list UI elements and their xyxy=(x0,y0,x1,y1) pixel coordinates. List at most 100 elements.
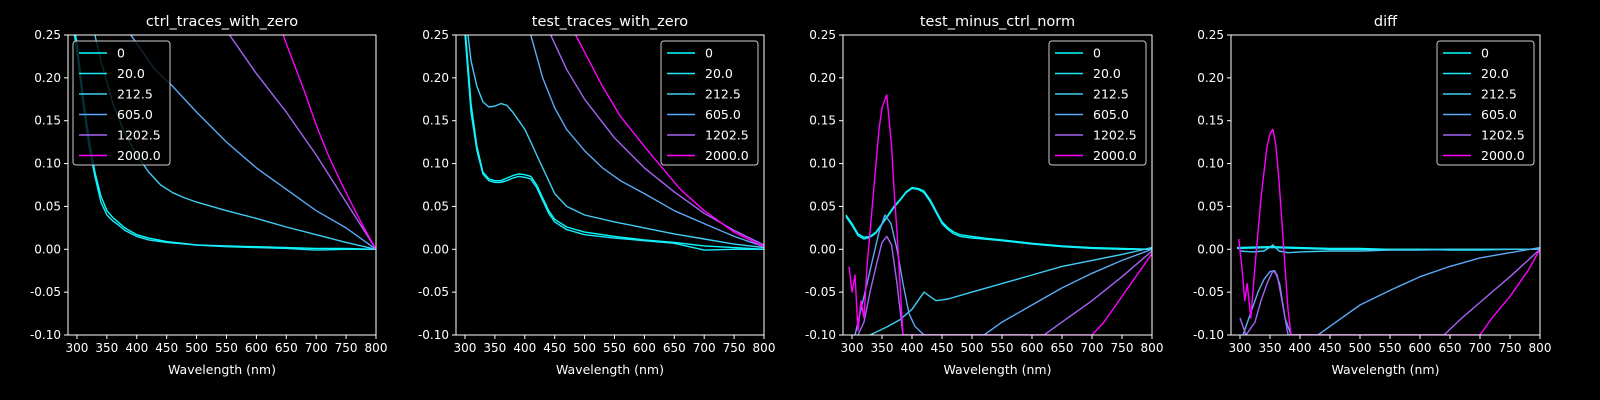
x-tick-label: 300 xyxy=(66,341,89,355)
x-tick-label: 600 xyxy=(1409,341,1432,355)
legend-label: 2000.0 xyxy=(1481,148,1525,163)
legend-label: 2000.0 xyxy=(117,148,161,163)
y-tick-label: 0.00 xyxy=(809,242,836,256)
x-tick-label: 400 xyxy=(901,341,924,355)
x-axis-label: Wavelength (nm) xyxy=(168,362,276,377)
legend-label: 605.0 xyxy=(117,107,153,122)
x-tick-label: 750 xyxy=(723,341,746,355)
y-tick-label: 0.20 xyxy=(34,71,61,85)
x-tick-label: 750 xyxy=(1499,341,1522,355)
y-tick-label: 0.05 xyxy=(1197,199,1224,213)
x-tick-label: 800 xyxy=(753,341,776,355)
legend-label: 1202.5 xyxy=(705,128,749,143)
y-tick-label: 0.10 xyxy=(34,157,61,171)
chart-panel-3: test_minus_ctrl_norm 300 350 400 450 500 550 60… xyxy=(805,14,1164,377)
legend-label: 212.5 xyxy=(117,87,153,102)
legend-label: 1202.5 xyxy=(117,128,161,143)
x-tick-label: 500 xyxy=(185,341,208,355)
y-tick-label: 0.05 xyxy=(422,199,449,213)
legend-box xyxy=(660,40,759,166)
y-tick-label: 0.15 xyxy=(422,114,449,128)
legend-box xyxy=(1436,40,1535,166)
y-tick-label: -0.10 xyxy=(418,328,449,342)
x-axis-label: Wavelength (nm) xyxy=(1332,362,1440,377)
x-tick-label: 750 xyxy=(335,341,358,355)
y-tick-label: 0.05 xyxy=(809,199,836,213)
legend: 0 20.0 212.5 605.0 1202.5 2000.0 xyxy=(72,40,171,166)
x-tick-label: 700 xyxy=(693,341,716,355)
x-tick-label: 800 xyxy=(1529,341,1552,355)
series-line-2000.0 xyxy=(282,35,376,250)
series-line-605.0 xyxy=(129,35,376,250)
series-line-2000.0 xyxy=(1238,128,1540,335)
y-tick-label: 0.15 xyxy=(809,114,836,128)
series-group xyxy=(1236,128,1540,335)
x-tick-label: 700 xyxy=(1081,341,1104,355)
plot-frame xyxy=(842,34,1153,336)
y-tick-label: -0.10 xyxy=(1193,328,1224,342)
legend-label: 212.5 xyxy=(1481,87,1517,102)
x-tick-label: 600 xyxy=(633,341,656,355)
legend-box xyxy=(72,40,171,166)
x-tick-label: 650 xyxy=(1051,341,1074,355)
series-line-0 xyxy=(464,35,764,250)
x-tick-label: 650 xyxy=(275,341,298,355)
series-line-1202.5 xyxy=(857,235,1152,335)
legend-label: 2000.0 xyxy=(705,148,749,163)
y-tick-label: 0.20 xyxy=(1197,71,1224,85)
x-tick-label: 650 xyxy=(1439,341,1462,355)
x-tick-label: 300 xyxy=(454,341,477,355)
y-tick-label: -0.05 xyxy=(1193,285,1224,299)
series-group xyxy=(845,94,1152,335)
legend-label: 605.0 xyxy=(1481,107,1517,122)
x-tick-label: 550 xyxy=(603,341,626,355)
legend-label: 0 xyxy=(117,46,125,61)
series-line-212.5 xyxy=(1239,244,1540,254)
x-tick-label: 300 xyxy=(841,341,864,355)
x-tick-label: 500 xyxy=(573,341,596,355)
series-line-2000.0 xyxy=(574,35,764,248)
x-tick-label: 350 xyxy=(871,341,894,355)
x-tick-label: 650 xyxy=(663,341,686,355)
x-axis-label: Wavelength (nm) xyxy=(556,362,664,377)
legend: 0 20.0 212.5 605.0 1202.5 2000.0 xyxy=(1048,40,1147,166)
x-tick-label: 800 xyxy=(365,341,388,355)
x-tick-label: 400 xyxy=(125,341,148,355)
y-tick-label: 0.25 xyxy=(34,28,61,42)
x-tick-label: 450 xyxy=(931,341,954,355)
series-line-20.0 xyxy=(845,187,1152,250)
legend-label: 1202.5 xyxy=(1481,128,1525,143)
plot-frame xyxy=(455,34,765,336)
x-axis-label: Wavelength (nm) xyxy=(944,362,1052,377)
x-tick-label: 700 xyxy=(1469,341,1492,355)
plot-frame xyxy=(1230,34,1541,336)
x-tick-label: 350 xyxy=(95,341,118,355)
legend-label: 0 xyxy=(1481,46,1489,61)
legend-label: 0 xyxy=(1093,46,1101,61)
legend-label: 1202.5 xyxy=(1093,128,1137,143)
x-tick-label: 400 xyxy=(513,341,536,355)
legend-label: 20.0 xyxy=(117,66,145,81)
chart-panel-1: ctrl_traces_with_zero 300 350 400 450 500 550 6… xyxy=(30,14,388,377)
chart-title: ctrl_traces_with_zero xyxy=(146,14,298,30)
chart-panel-2: test_traces_with_zero 300 350 400 450 500 550 6… xyxy=(418,14,776,377)
series-line-1202.5 xyxy=(1239,248,1540,335)
y-tick-label: -0.10 xyxy=(30,328,61,342)
x-tick-label: 300 xyxy=(1229,341,1252,355)
y-tick-label: 0.10 xyxy=(809,157,836,171)
series-line-605.0 xyxy=(854,214,1152,335)
chart-panel-4: diff 300 350 400 450 500 550 600 650 700 750 800 -0.… xyxy=(1193,14,1552,377)
x-tick-label: 550 xyxy=(991,341,1014,355)
legend: 0 20.0 212.5 605.0 1202.5 2000.0 xyxy=(660,40,759,166)
legend-label: 605.0 xyxy=(705,107,741,122)
x-tick-label: 800 xyxy=(1141,341,1164,355)
y-tick-label: 0.20 xyxy=(422,71,449,85)
y-tick-label: -0.05 xyxy=(418,285,449,299)
x-tick-label: 350 xyxy=(483,341,506,355)
series-line-212.5 xyxy=(869,246,1152,335)
series-line-605.0 xyxy=(1242,246,1540,335)
y-tick-label: -0.05 xyxy=(805,285,836,299)
legend-box xyxy=(1048,40,1147,166)
series-line-0 xyxy=(845,186,1152,250)
